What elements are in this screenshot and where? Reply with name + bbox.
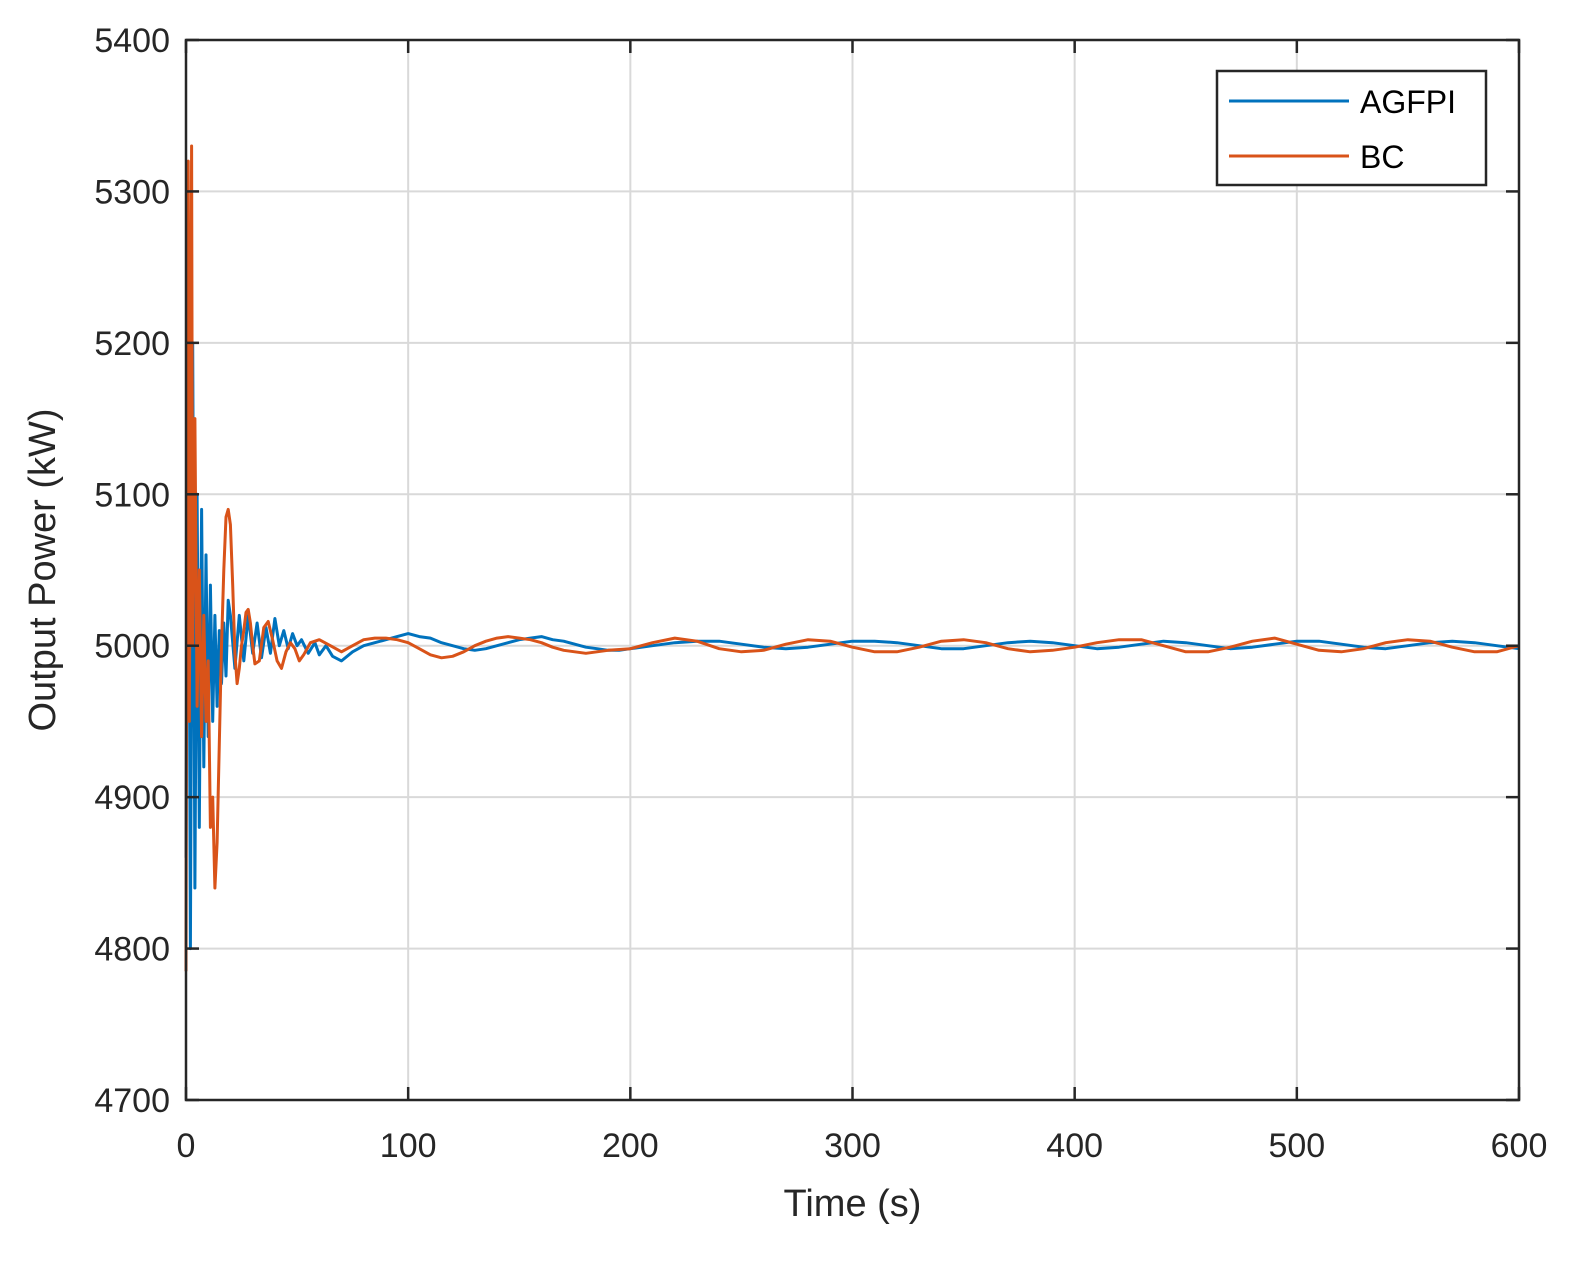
grid-lines bbox=[185, 39, 1520, 1101]
x-tick-label: 600 bbox=[1491, 1127, 1548, 1165]
y-tick-label: 4700 bbox=[94, 1082, 170, 1120]
legend: AGFPI BC bbox=[1215, 69, 1488, 187]
x-tick-label: 400 bbox=[1046, 1127, 1103, 1165]
series-line-agfpi bbox=[184, 265, 1520, 951]
legend-label-agfpi: AGFPI bbox=[1360, 84, 1456, 120]
legend-label-bc: BC bbox=[1360, 139, 1404, 175]
y-tick-label: 5300 bbox=[94, 173, 170, 211]
y-tick-label: 4900 bbox=[94, 779, 170, 817]
x-axis-label: Time (s) bbox=[784, 1183, 922, 1225]
x-tick-labels: 0 100 200 300 400 500 600 bbox=[177, 1127, 1548, 1165]
x-tick-label: 100 bbox=[380, 1127, 437, 1165]
y-tick-label: 5400 bbox=[94, 22, 170, 60]
x-tick-label: 0 bbox=[177, 1127, 196, 1165]
series-lines bbox=[184, 144, 1520, 972]
x-tick-label: 200 bbox=[602, 1127, 659, 1165]
axis-ticks bbox=[184, 38, 1521, 1102]
y-tick-label: 5200 bbox=[94, 325, 170, 363]
y-tick-label: 5100 bbox=[94, 476, 170, 514]
x-tick-label: 500 bbox=[1268, 1127, 1325, 1165]
y-axis-label: Output Power (kW) bbox=[22, 408, 64, 731]
y-tick-labels: 4700 4800 4900 5000 5100 5200 5300 5400 bbox=[94, 22, 170, 1120]
y-tick-label: 4800 bbox=[94, 931, 170, 969]
x-tick-label: 300 bbox=[824, 1127, 881, 1165]
series-line-bc bbox=[184, 144, 1520, 972]
y-tick-label: 5000 bbox=[94, 628, 170, 666]
legend-box bbox=[1215, 69, 1488, 187]
